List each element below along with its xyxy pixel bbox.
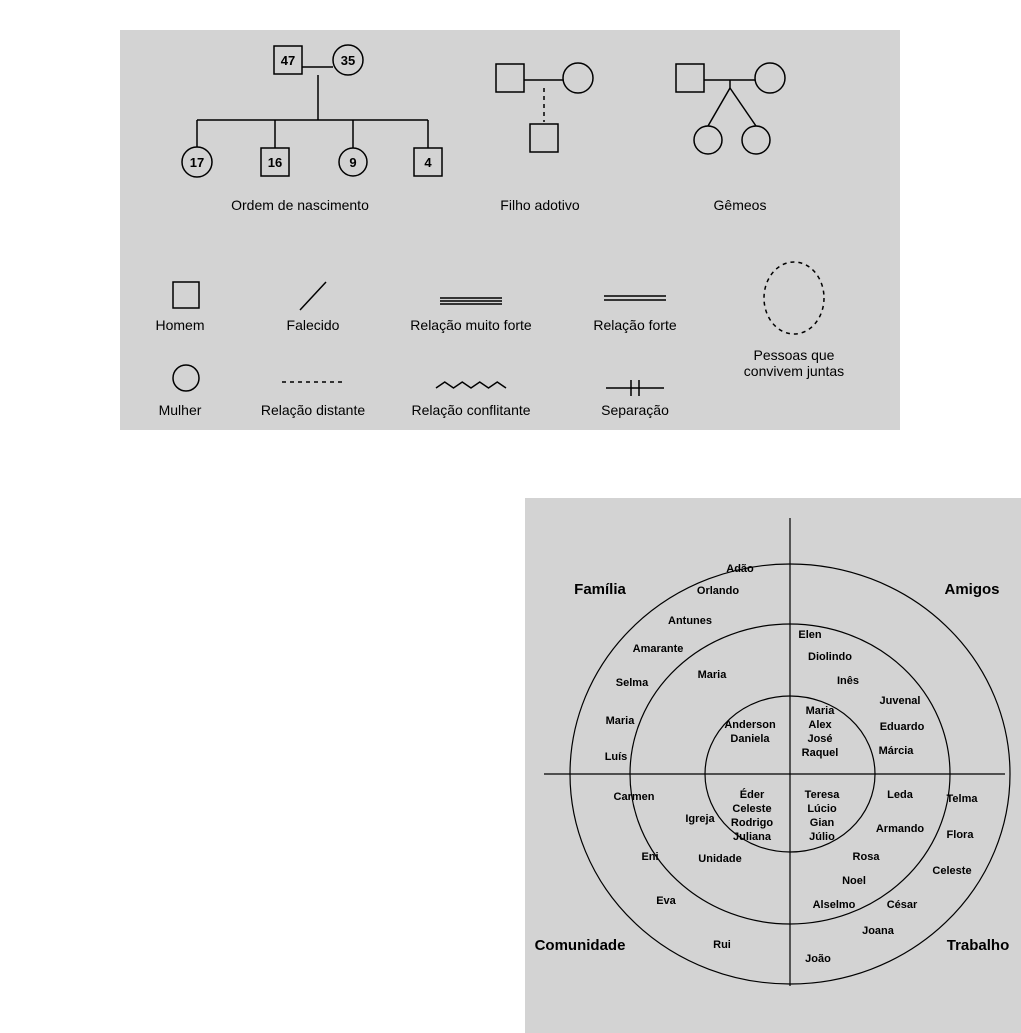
ecomap-name: Celeste [932, 865, 971, 877]
ecomap-name: Rosa [853, 851, 881, 863]
ecomap-name: Joana [862, 925, 895, 937]
legend-label: Relação forte [593, 317, 676, 333]
ecomap-name: Luís [605, 751, 628, 763]
ecomap-name: Amarante [633, 643, 684, 655]
ecomap-name: Juvenal [880, 695, 921, 707]
ecomap-name: Alselmo [813, 899, 856, 911]
ecomap-name: Rui [713, 939, 731, 951]
ecomap-name: Gian [810, 817, 835, 829]
caption: Gêmeos [714, 197, 767, 213]
ecomap-name: Maria [606, 715, 636, 727]
ecomap-name: César [887, 899, 918, 911]
legend-label: Homem [155, 317, 204, 333]
ecomap-name: Alex [808, 719, 832, 731]
ecomap-name: Carmen [614, 791, 655, 803]
quadrant-familia: Família [574, 581, 626, 598]
ecomap-name: José [807, 733, 832, 745]
ecomap-name: Telma [947, 793, 979, 805]
ecomap-name: Maria [806, 705, 836, 717]
ecomap-name: Armando [876, 823, 925, 835]
age-label: 47 [281, 53, 295, 68]
ecomap-name: Márcia [879, 745, 915, 757]
age-label: 4 [424, 155, 432, 170]
ecomap-name: Adão [726, 563, 754, 575]
legend-label: Pessoas que [754, 347, 835, 363]
ecomap-name: Elen [798, 629, 822, 641]
age-label: 16 [268, 155, 282, 170]
ecomap-name: Orlando [697, 585, 739, 597]
ecomap-name: Flora [947, 829, 975, 841]
legend-label: Relação distante [261, 402, 366, 418]
quadrant-comunidade: Comunidade [535, 937, 626, 954]
ecomap-name: Inês [837, 675, 859, 687]
ecomap-name: Selma [616, 677, 649, 689]
ecomap-name: Daniela [730, 733, 770, 745]
ecomap-name: Maria [698, 669, 728, 681]
age-label: 17 [190, 155, 204, 170]
ecomap-name: Juliana [733, 831, 772, 843]
ecomap-name: Lúcio [807, 803, 837, 815]
ecomap-name: Eva [656, 895, 676, 907]
quadrant-trabalho: Trabalho [947, 937, 1010, 954]
ecomap-name: Éder [740, 788, 765, 801]
ecomap-name: Unidade [698, 853, 741, 865]
ecomap-name: Júlio [809, 831, 835, 843]
ecomap-name: Noel [842, 875, 866, 887]
ecomap-name: Celeste [732, 803, 771, 815]
ecomap-name: Rodrigo [731, 817, 773, 829]
ecomap-name: João [805, 953, 831, 965]
quadrant-amigos: Amigos [944, 581, 999, 598]
legend-label: Mulher [159, 402, 202, 418]
ecomap-name: Igreja [685, 813, 715, 825]
ecomap-name: Anderson [724, 719, 776, 731]
ecomap-name: Eduardo [880, 721, 925, 733]
legend-label: Falecido [287, 317, 340, 333]
genogram-legend-panel: 47 35 17 16 9 4 Ordem de nascimento Filho adoti… [120, 30, 900, 430]
caption: Ordem de nascimento [231, 197, 369, 213]
legend-label: Separação [601, 402, 669, 418]
legend-label: Relação conflitante [411, 402, 530, 418]
legend-label: convivem juntas [744, 363, 844, 379]
ecomap-name: Eni [641, 851, 658, 863]
ecomap-name: Raquel [802, 747, 839, 759]
legend-label: Relação muito forte [410, 317, 532, 333]
ecomap-name: Leda [887, 789, 914, 801]
ecomap-name: Teresa [805, 789, 841, 801]
age-label: 9 [349, 155, 356, 170]
ecomap-name: Diolindo [808, 651, 852, 663]
caption: Filho adotivo [500, 197, 580, 213]
age-label: 35 [341, 53, 355, 68]
ecomap-panel: Família Amigos Comunidade Trabalho Adão Orlan… [525, 498, 1021, 1033]
ecomap-name: Antunes [668, 615, 712, 627]
